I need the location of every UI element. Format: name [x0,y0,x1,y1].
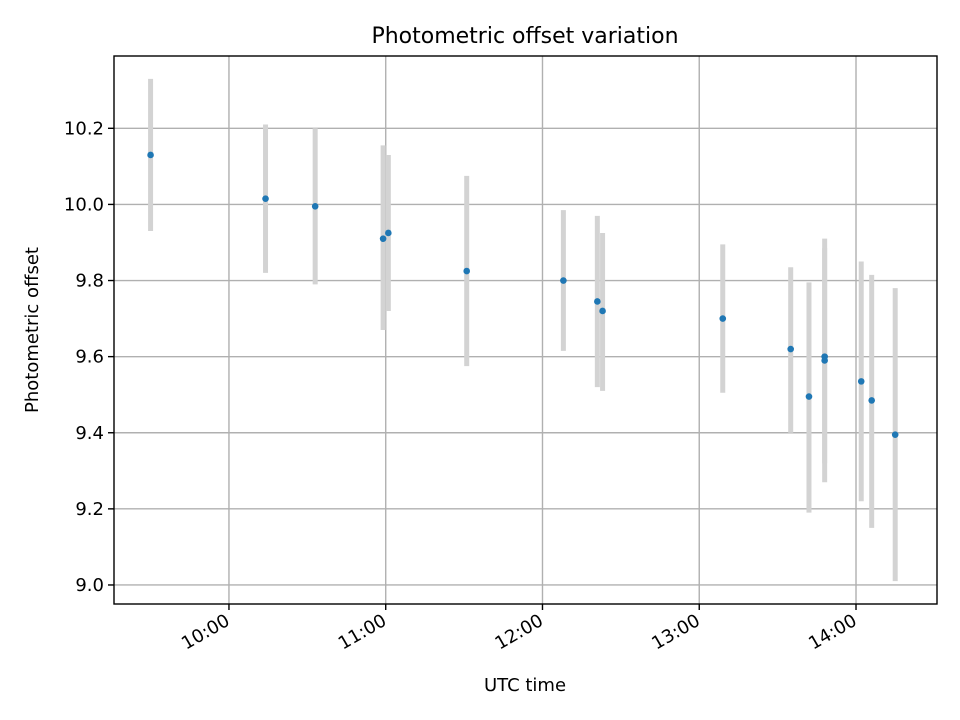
data-point [147,151,154,159]
y-tick-label: 10.2 [64,118,104,139]
data-point [311,203,319,210]
x-tick-label: 14:00 [805,610,860,654]
errorbar-layer [148,78,898,582]
data-point [868,397,875,404]
data-point [262,195,269,203]
y-tick-label: 9.2 [75,499,104,520]
tick-layer: 10:00 11:00 12:00 13:00 14:00 9.0 9.2 9.4 9.6 9.8… [64,118,861,654]
data-point [891,431,899,438]
data-point [463,267,471,275]
y-tick-label: 10.0 [64,194,104,215]
data-point [857,378,865,385]
data-point [787,345,794,353]
data-point [560,277,567,284]
data-point [719,315,727,322]
plot-frame [113,55,938,605]
grid-layer [114,56,937,604]
point-layer [147,151,899,438]
y-tick-label: 9.6 [75,347,104,368]
data-point [821,357,828,364]
data-point [594,298,601,305]
y-tick-label: 9.4 [75,423,104,444]
y-tick-label: 9.8 [75,271,104,292]
data-point [385,229,392,237]
data-point [599,307,606,315]
x-tick-label: 10:00 [178,610,233,654]
data-point [379,235,387,242]
y-axis-label: Photometric offset [22,247,43,413]
x-tick-label: 13:00 [648,610,703,654]
x-tick-label: 11:00 [335,610,390,654]
y-tick-label: 9.0 [75,575,104,596]
data-point [805,393,813,400]
x-tick-label: 12:00 [492,610,547,654]
chart-title: Photometric offset variation [371,24,678,49]
x-axis-label: UTC time [484,675,566,696]
